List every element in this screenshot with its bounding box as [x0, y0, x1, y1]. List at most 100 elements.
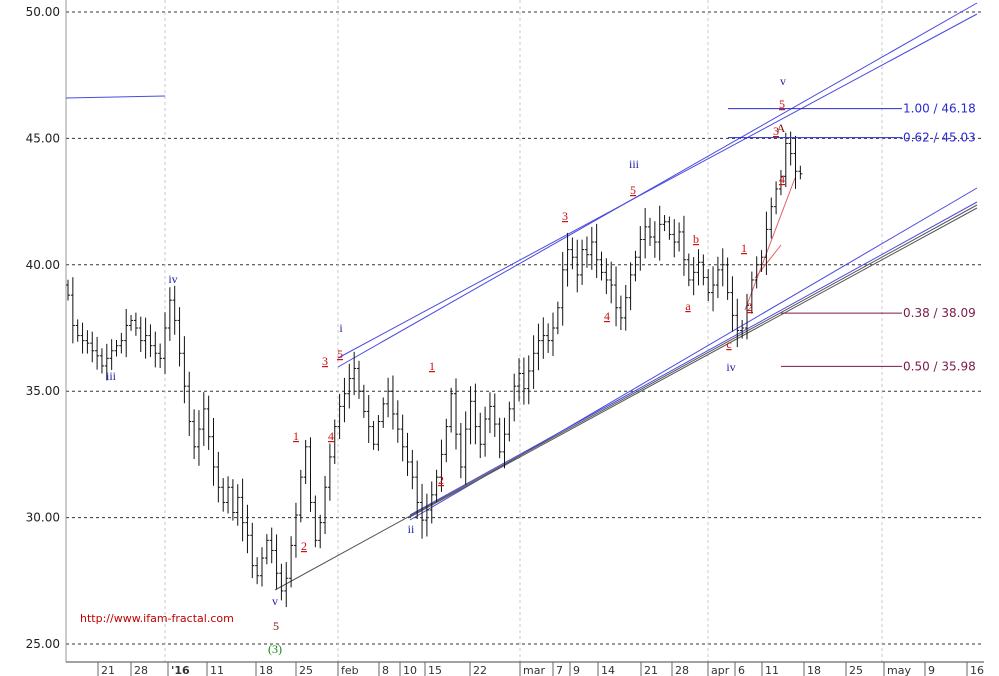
- ohlc-bar: [657, 205, 662, 261]
- ohlc-bar: [560, 251, 565, 326]
- x-tick-label: 28: [134, 664, 148, 676]
- x-tick-label: may: [887, 664, 911, 676]
- wave-label: a: [685, 299, 691, 313]
- ohlc-bar: [444, 418, 449, 463]
- ohlc-bar: [565, 232, 570, 287]
- wave-label: v: [780, 74, 786, 88]
- ohlc-bar: [245, 504, 250, 554]
- ohlc-bar: [701, 254, 706, 286]
- ohlc-bar: [740, 320, 745, 339]
- ohlc-bar: [400, 414, 405, 462]
- ohlc-bar: [308, 437, 313, 512]
- ohlc-bar: [458, 422, 463, 479]
- ohlc-bar: [541, 317, 546, 359]
- ohlc-bar: [361, 384, 366, 418]
- ohlc-bar: [449, 387, 454, 433]
- x-tick-label: 16: [970, 664, 984, 676]
- ohlc-bar: [764, 211, 769, 276]
- y-tick-label: 30.00: [26, 511, 60, 525]
- ohlc-bar: [138, 316, 143, 352]
- ohlc-bar: [652, 221, 657, 258]
- ohlc-bar: [584, 236, 589, 268]
- ohlc-bar: [255, 557, 260, 585]
- ohlc-bar: [555, 301, 560, 335]
- ohlc-bar: [502, 417, 507, 469]
- ohlc-bar: [439, 439, 444, 492]
- ohlc-bar: [677, 222, 682, 252]
- ohlc-bar: [381, 397, 386, 428]
- ohlc-bar: [284, 562, 289, 608]
- grid: [65, 0, 984, 662]
- wave-label: i: [339, 321, 343, 335]
- x-tick-label: 25: [299, 664, 313, 676]
- ohlc-bar: [521, 357, 526, 405]
- ohlc-bar: [332, 419, 337, 464]
- ohlc-bar: [187, 371, 192, 436]
- ohlc-bar: [536, 323, 541, 371]
- ohlc-bar: [99, 348, 104, 374]
- ohlc-bar: [517, 358, 522, 402]
- x-axis: 21 28'16 11 18 25 feb 8 10 15 22 mar 7 9 14 21 28 apr 6 11…: [66, 661, 984, 676]
- subchannel-line: [754, 244, 782, 279]
- ohlc-bar: [279, 563, 284, 601]
- wave-label: 1: [293, 429, 299, 443]
- fib-label: 0.62 / 45.03: [903, 131, 976, 145]
- ohlc-bar: [648, 217, 652, 246]
- ohlc-bar: [512, 373, 517, 422]
- ohlc-bar: [424, 493, 429, 537]
- ohlc-bar: [327, 443, 332, 501]
- x-tick-label: 21: [101, 664, 115, 676]
- fib-label: 1.00 / 46.18: [903, 102, 976, 116]
- ohlc-bar: [487, 392, 492, 434]
- wave-label: iv: [168, 272, 177, 286]
- y-tick-label: 25.00: [26, 637, 60, 651]
- ohlc-bar: [609, 261, 614, 304]
- ohlc-bar: [124, 308, 129, 358]
- ohlc-bar: [483, 406, 488, 457]
- x-tick-label: 11: [210, 664, 224, 676]
- ohlc-bar: [715, 256, 720, 299]
- ohlc-bar: [264, 534, 269, 565]
- ohlc-bar: [206, 395, 211, 450]
- x-tick-label: 15: [428, 664, 442, 676]
- ohlc-bar: [672, 219, 677, 258]
- x-tick-label: 14: [601, 664, 615, 676]
- ohlc-bar: [769, 197, 774, 239]
- wave-label: 3: [773, 124, 779, 138]
- ohlc-bar: [390, 375, 395, 430]
- wave-label: 5: [630, 183, 636, 197]
- ohlc-bar: [143, 317, 148, 359]
- subchannel-line: [744, 177, 796, 311]
- price-bars: [66, 131, 803, 608]
- ohlc-bar: [662, 215, 667, 232]
- ohlc-bar: [570, 237, 575, 270]
- channel-line: [337, 13, 978, 359]
- ohlc-bar: [119, 332, 124, 354]
- ohlc-bar: [507, 401, 512, 442]
- ohlc-bar: [386, 377, 391, 418]
- ohlc-bar: [478, 412, 483, 459]
- ohlc-bar: [269, 527, 274, 564]
- ohlc-bar: [148, 324, 153, 357]
- ohlc-bar: [85, 330, 90, 354]
- ohlc-bar: [575, 239, 580, 293]
- ohlc-bar: [730, 276, 735, 332]
- wave-label: 4: [604, 309, 610, 323]
- x-tick-label: 28: [675, 664, 689, 676]
- ohlc-bar: [357, 360, 361, 399]
- ohlc-bar: [167, 287, 172, 341]
- ohlc-bar: [347, 363, 352, 409]
- x-tick-label: 9: [928, 664, 935, 676]
- ohlc-bar: [745, 293, 749, 340]
- ohlc-bar: [313, 495, 318, 548]
- x-tick-label: 25: [849, 664, 863, 676]
- ohlc-bar: [614, 266, 619, 327]
- ohlc-bar: [318, 514, 323, 549]
- wave-label: 1: [741, 241, 747, 255]
- ohlc-bar: [405, 432, 410, 476]
- ohlc-bar: [798, 165, 803, 180]
- ohlc-bar: [759, 250, 764, 272]
- ohlc-bar: [366, 395, 371, 443]
- ohlc-bar: [783, 132, 788, 188]
